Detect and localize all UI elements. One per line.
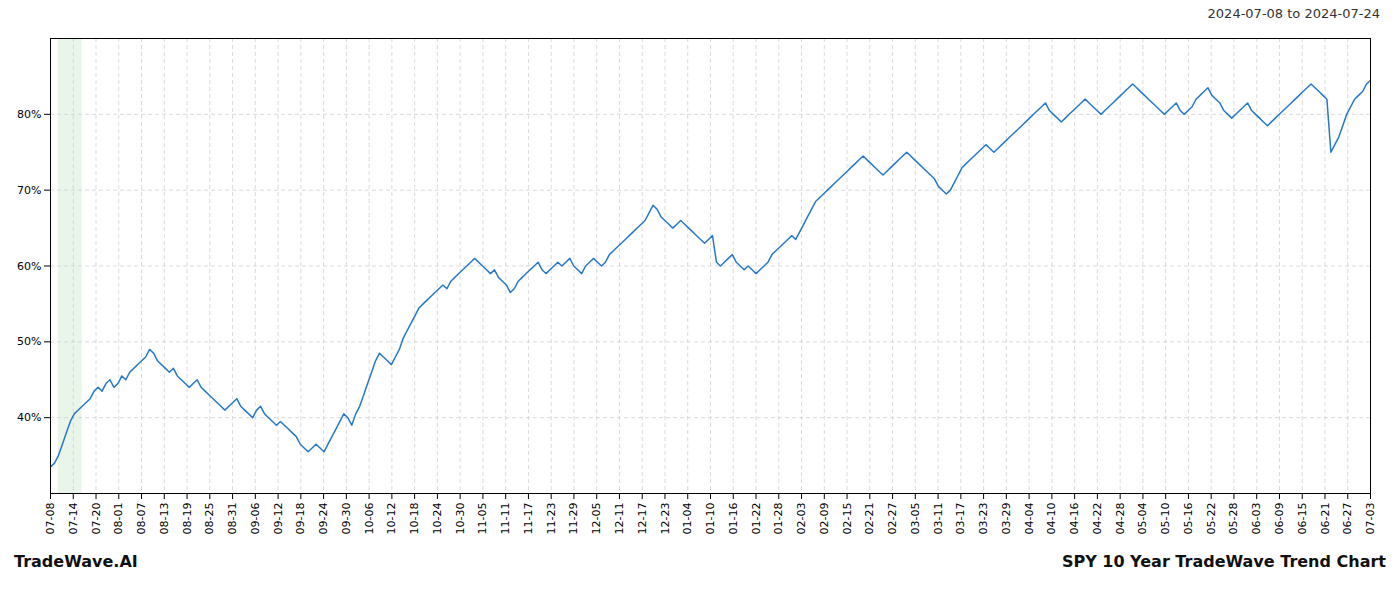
svg-text:12-05: 12-05 [590, 503, 603, 535]
svg-text:07-14: 07-14 [67, 503, 80, 535]
svg-text:08-13: 08-13 [158, 503, 171, 535]
svg-text:08-31: 08-31 [226, 503, 239, 535]
svg-text:09-24: 09-24 [317, 503, 330, 535]
svg-text:50%: 50% [17, 335, 41, 348]
svg-text:06-21: 06-21 [1319, 503, 1332, 535]
svg-text:02-27: 02-27 [886, 503, 899, 535]
svg-text:08-07: 08-07 [135, 503, 148, 535]
html-text:SPY 10 Year TradeWave Trend Ch: SPY 10 Year TradeWave Trend Chart [1061, 552, 1386, 571]
svg-text:06-09: 06-09 [1273, 503, 1286, 535]
svg-text:60%: 60% [17, 260, 41, 273]
svg-text:02-03: 02-03 [795, 503, 808, 535]
svg-text:01-22: 01-22 [750, 503, 763, 535]
svg-text:09-12: 09-12 [272, 503, 285, 535]
svg-text:08-19: 08-19 [181, 503, 194, 535]
svg-text:03-11: 03-11 [932, 503, 945, 535]
svg-text:07-20: 07-20 [90, 503, 103, 535]
svg-text:02-09: 02-09 [818, 503, 831, 535]
svg-text:01-28: 01-28 [772, 503, 785, 535]
svg-text:03-17: 03-17 [954, 503, 967, 535]
svg-text:06-03: 06-03 [1250, 503, 1263, 535]
svg-text:05-10: 05-10 [1159, 503, 1172, 535]
svg-text:03-05: 03-05 [909, 503, 922, 535]
svg-text:11-11: 11-11 [499, 503, 512, 535]
svg-text:11-29: 11-29 [567, 503, 580, 535]
svg-text:10-30: 10-30 [454, 503, 467, 535]
svg-text:08-25: 08-25 [203, 503, 216, 535]
svg-text:02-15: 02-15 [841, 503, 854, 535]
svg-text:03-29: 03-29 [1000, 503, 1013, 535]
svg-text:70%: 70% [17, 184, 41, 197]
svg-text:12-11: 12-11 [613, 503, 626, 535]
svg-text:02-21: 02-21 [863, 503, 876, 535]
svg-text:10-12: 10-12 [385, 503, 398, 535]
svg-text:08-01: 08-01 [112, 503, 125, 535]
svg-text:06-15: 06-15 [1296, 503, 1309, 535]
svg-text:09-30: 09-30 [340, 503, 353, 535]
svg-text:07-08: 07-08 [44, 503, 57, 535]
svg-text:05-16: 05-16 [1182, 503, 1195, 535]
svg-text:40%: 40% [17, 411, 41, 424]
svg-text:10-06: 10-06 [363, 503, 376, 535]
svg-text:80%: 80% [17, 108, 41, 121]
svg-text:05-22: 05-22 [1205, 503, 1218, 535]
svg-text:05-04: 05-04 [1136, 503, 1149, 535]
svg-text:01-10: 01-10 [704, 503, 717, 535]
svg-text:04-28: 04-28 [1114, 503, 1127, 535]
svg-text:01-04: 01-04 [681, 503, 694, 535]
svg-text:07-03: 07-03 [1364, 503, 1377, 535]
svg-text:11-17: 11-17 [522, 503, 535, 535]
svg-text:06-27: 06-27 [1341, 503, 1354, 535]
html-text:TradeWave.AI: TradeWave.AI [14, 552, 138, 571]
svg-text:10-18: 10-18 [408, 503, 421, 535]
svg-text:03-23: 03-23 [977, 503, 990, 535]
svg-text:09-06: 09-06 [249, 503, 262, 535]
svg-text:09-18: 09-18 [294, 503, 307, 535]
svg-text:04-10: 04-10 [1045, 503, 1058, 535]
svg-text:04-04: 04-04 [1023, 503, 1036, 535]
html-text:2024-07-08 to 2024-07-24: 2024-07-08 to 2024-07-24 [1207, 6, 1380, 21]
svg-text:05-28: 05-28 [1227, 503, 1240, 535]
svg-text:12-23: 12-23 [659, 503, 672, 535]
svg-text:01-16: 01-16 [727, 503, 740, 535]
svg-text:04-16: 04-16 [1068, 503, 1081, 535]
svg-text:04-22: 04-22 [1091, 503, 1104, 535]
svg-text:10-24: 10-24 [431, 503, 444, 535]
svg-text:12-17: 12-17 [636, 503, 649, 535]
svg-text:11-05: 11-05 [476, 503, 489, 535]
svg-text:11-23: 11-23 [545, 503, 558, 535]
